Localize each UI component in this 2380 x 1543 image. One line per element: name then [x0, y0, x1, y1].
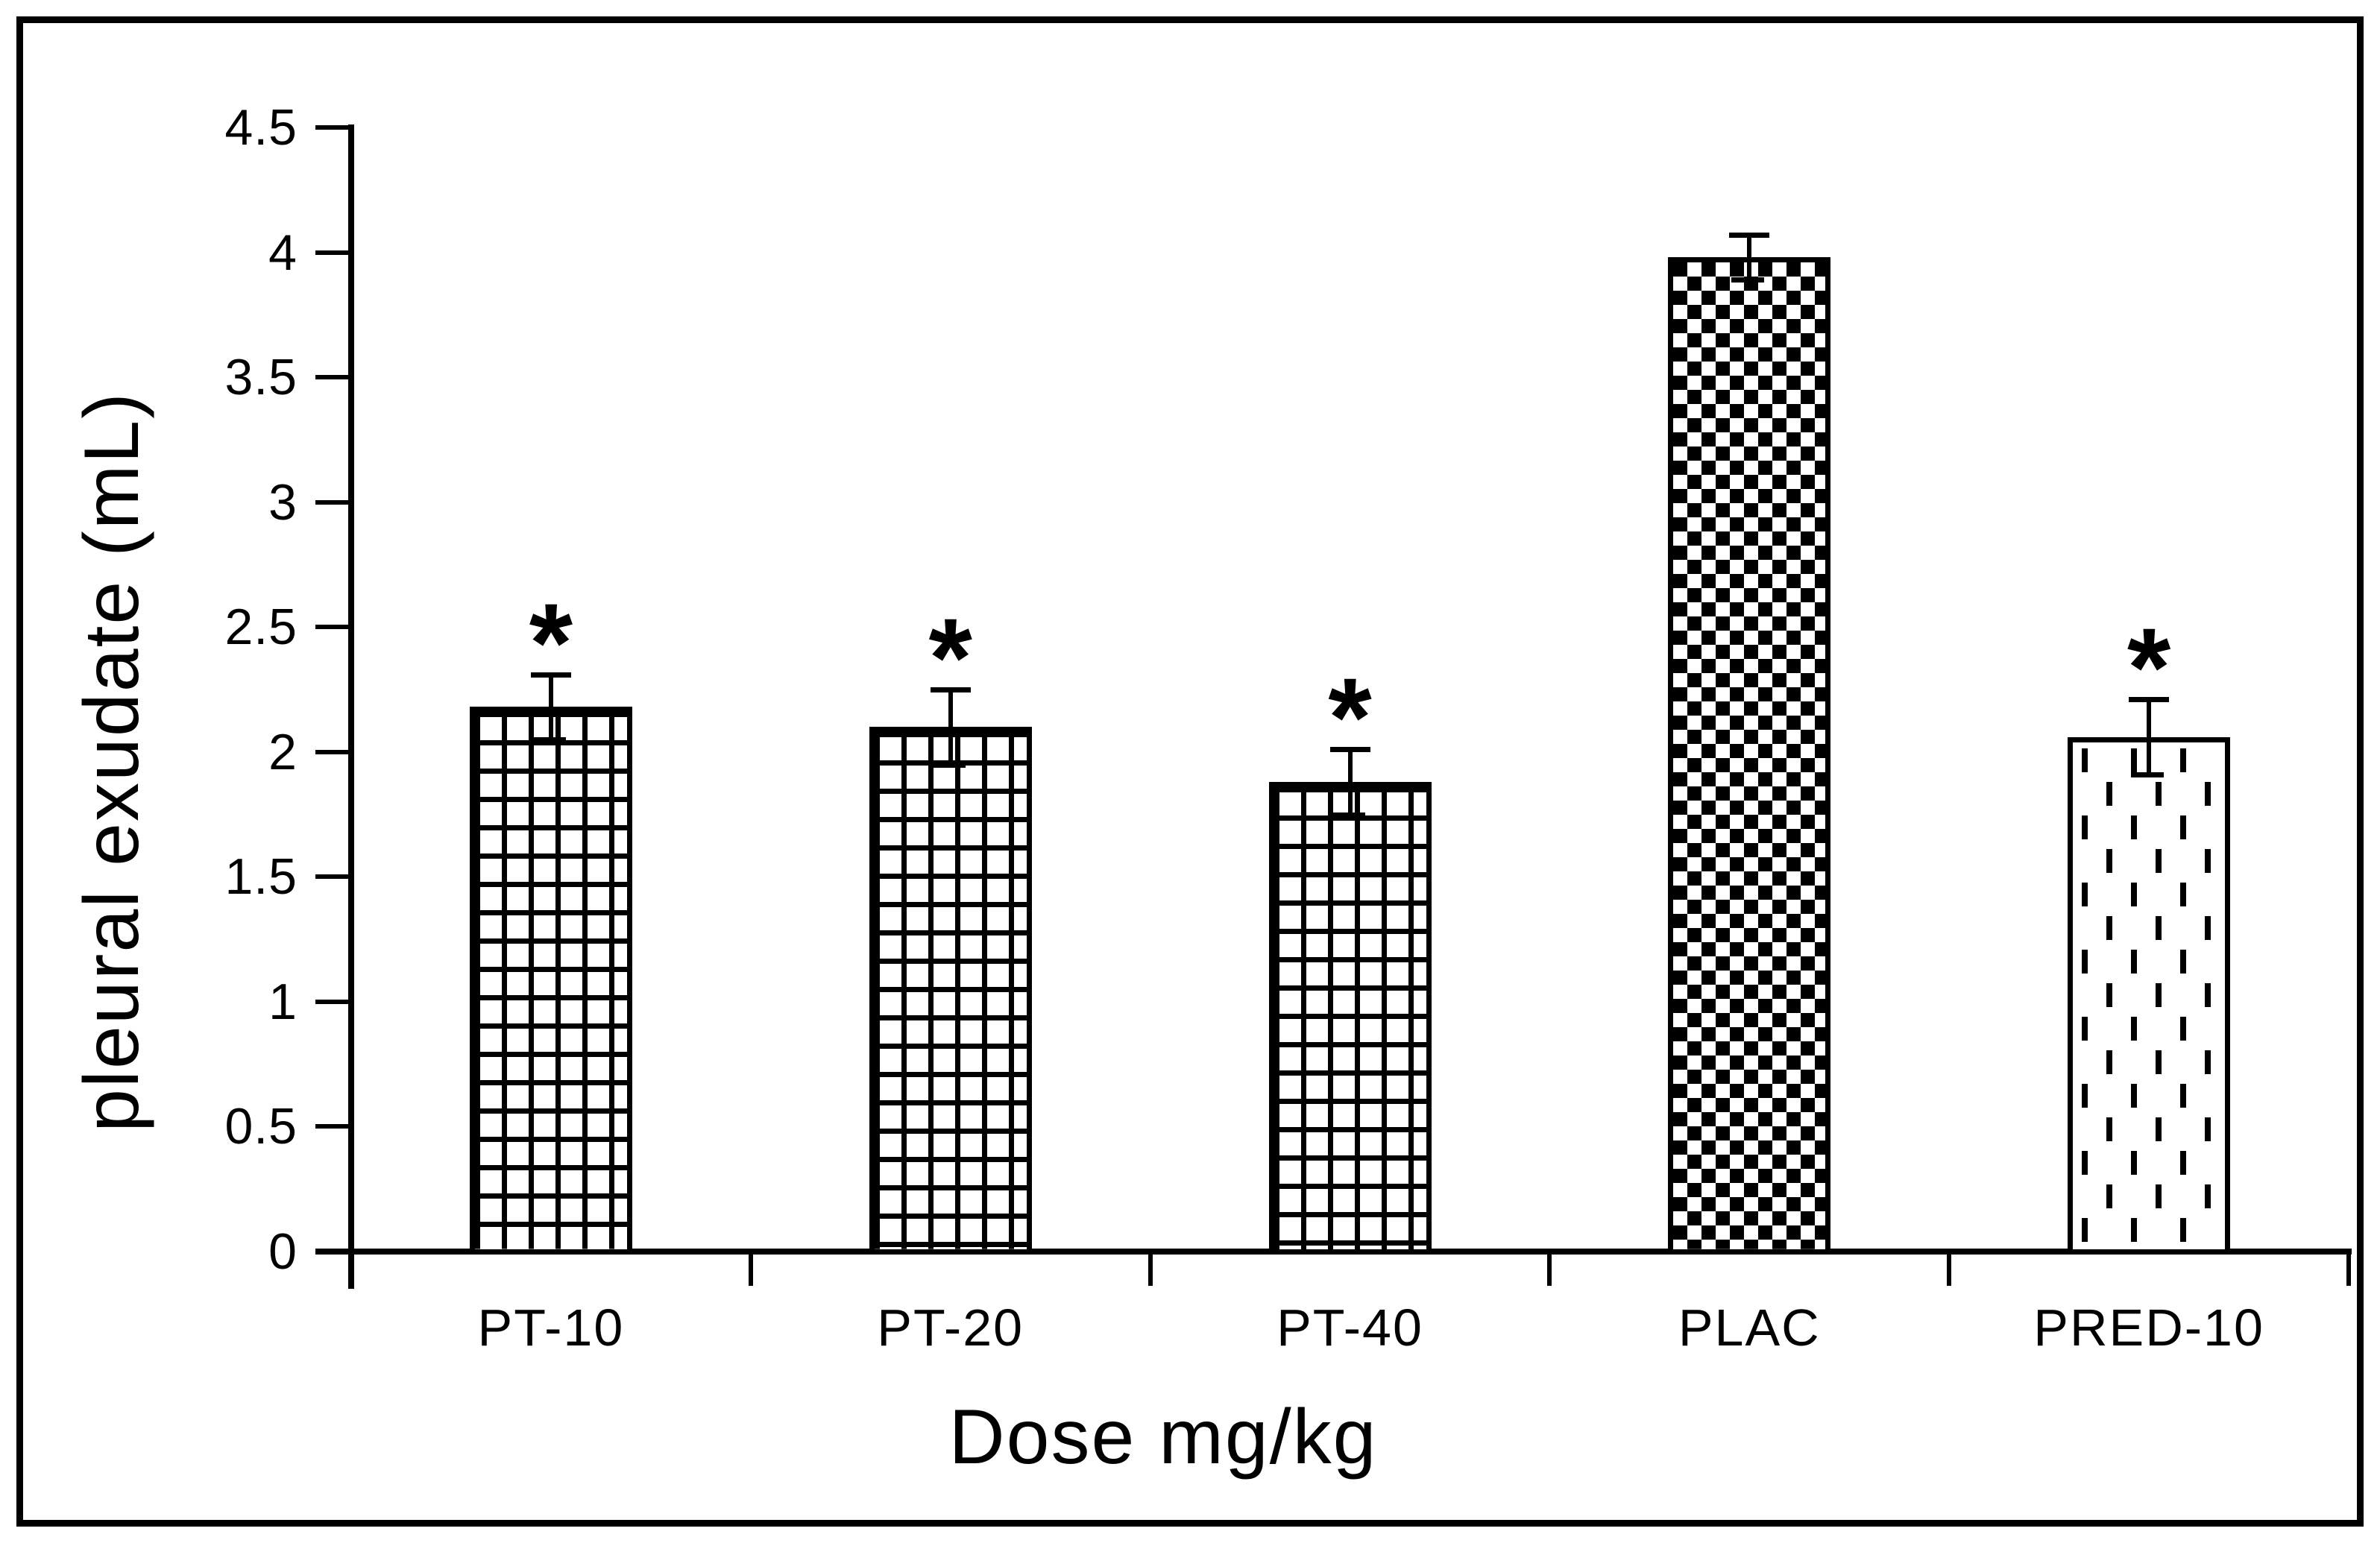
error-bar-line-pred-10 [2147, 699, 2152, 774]
significance-asterisk-pt-40: * [1328, 654, 1372, 780]
y-tick-label: 2.5 [224, 599, 298, 656]
y-tick [315, 749, 351, 754]
y-tick [315, 125, 351, 130]
error-bar-cap-bottom-plac [1731, 277, 1765, 283]
error-bar-line-pt-10 [548, 674, 553, 740]
y-tick [315, 250, 351, 255]
y-tick [315, 499, 351, 505]
x-category-label-pt-40: PT-40 [1276, 1299, 1423, 1357]
x-tick [1947, 1252, 1952, 1286]
x-tick [748, 1252, 753, 1286]
y-tick-label: 1 [268, 973, 298, 1030]
y-tick-label: 2 [268, 723, 298, 780]
error-bar-cap-top-pt-20 [930, 687, 971, 692]
bar-plac [1668, 257, 1831, 1255]
y-tick [315, 999, 351, 1004]
bar-pred-10 [2068, 736, 2231, 1255]
error-bar-cap-bottom-pt-10 [532, 737, 566, 743]
y-axis-line [348, 124, 354, 1289]
error-bar-line-plac [1747, 235, 1752, 280]
bar-pattern-vdash [2073, 742, 2226, 1249]
error-bar-cap-bottom-pt-20 [932, 762, 966, 768]
significance-asterisk-pt-10: * [529, 579, 573, 705]
x-axis-title: Dose mg/kg [948, 1394, 1378, 1480]
x-category-label-plac: PLAC [1678, 1299, 1821, 1357]
y-tick [315, 874, 351, 880]
x-tick [1547, 1252, 1552, 1286]
x-category-label-pt-20: PT-20 [877, 1299, 1024, 1357]
x-tick [2346, 1252, 2351, 1286]
bar-pt-40 [1268, 781, 1432, 1255]
y-tick [315, 1249, 351, 1254]
y-tick-label: 0 [268, 1223, 298, 1280]
error-bar-line-pt-40 [1347, 749, 1353, 815]
error-bar-cap-bottom-pt-40 [1332, 812, 1365, 818]
error-bar-cap-bottom-pred-10 [2131, 772, 2165, 777]
y-tick [315, 625, 351, 630]
bar-pt-20 [869, 727, 1032, 1255]
bar-pattern-checker [1673, 262, 1826, 1249]
y-tick [315, 1124, 351, 1129]
error-bar-cap-top-pt-10 [530, 672, 571, 678]
error-bar-cap-top-pred-10 [2129, 697, 2170, 703]
error-bar-cap-top-plac [1729, 233, 1770, 239]
x-category-label-pt-10: PT-10 [477, 1299, 625, 1357]
y-tick [315, 375, 351, 380]
y-tick-label: 0.5 [224, 1098, 298, 1155]
x-category-label-pred-10: PRED-10 [2033, 1299, 2264, 1357]
significance-asterisk-pt-20: * [928, 595, 972, 720]
x-tick [1148, 1252, 1153, 1286]
bar-pt-10 [469, 707, 632, 1255]
y-axis-title: pleural exudate (mL) [69, 391, 155, 1132]
y-tick-label: 4.5 [224, 99, 298, 156]
bar-pattern-grid [1274, 786, 1426, 1249]
figure-border [16, 16, 2364, 1527]
bar-pattern-grid [874, 732, 1027, 1249]
y-tick-label: 1.5 [224, 848, 298, 906]
error-bar-line-pt-20 [948, 690, 953, 765]
y-tick-label: 3.5 [224, 349, 298, 406]
error-bar-cap-top-pt-40 [1329, 747, 1370, 753]
y-tick-label: 4 [268, 224, 298, 281]
bar-pattern-grid [474, 712, 627, 1249]
y-tick-label: 3 [268, 473, 298, 531]
significance-asterisk-pred-10: * [2126, 605, 2171, 731]
